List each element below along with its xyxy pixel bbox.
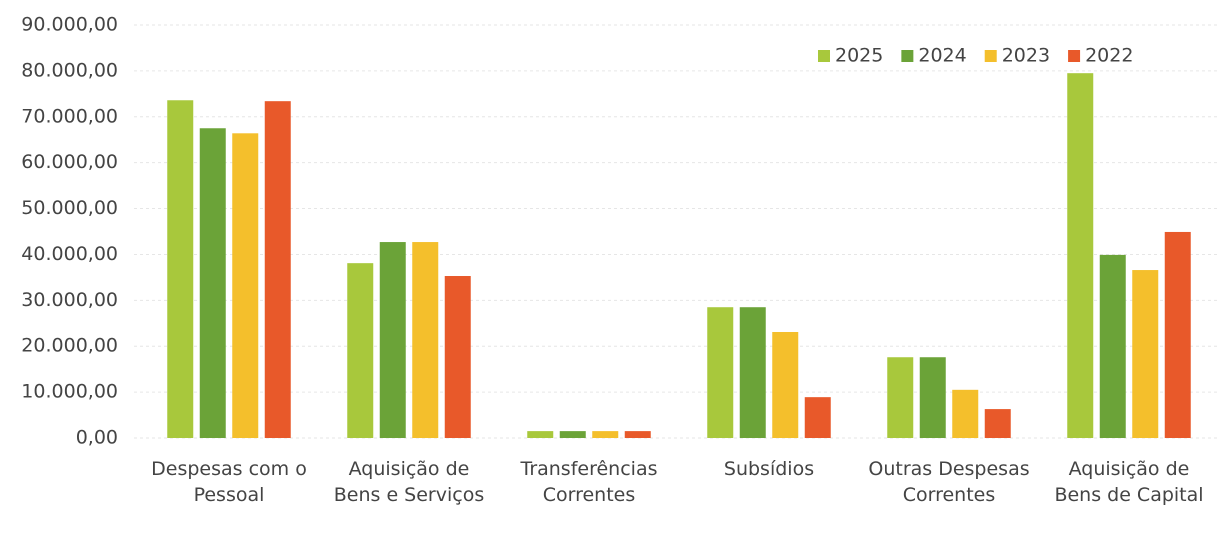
y-tick-label: 0,00 — [76, 427, 118, 449]
x-tick-label: Transferências Correntes — [520, 458, 658, 506]
y-tick-label: 30.000,00 — [21, 289, 118, 311]
bar — [1099, 254, 1126, 438]
bar — [772, 331, 799, 438]
legend-swatch — [818, 50, 830, 62]
bar — [1132, 270, 1159, 438]
bar — [952, 389, 979, 438]
bar — [919, 357, 946, 438]
y-tick-label: 70.000,00 — [21, 105, 118, 127]
legend-label: 2024 — [918, 45, 966, 67]
bar — [264, 101, 291, 439]
legend-swatch — [984, 50, 997, 62]
x-tick-label: Despesas com o Pessoal — [151, 458, 307, 506]
bar — [527, 431, 554, 438]
bar — [412, 242, 439, 438]
x-tick-label: Outras Despesas Correntes — [868, 458, 1030, 506]
legend-label: 2025 — [835, 45, 883, 67]
bar — [559, 431, 586, 438]
y-tick-label: 80.000,00 — [21, 59, 118, 81]
y-tick-label: 60.000,00 — [21, 151, 118, 173]
bar — [624, 431, 651, 438]
bar — [199, 128, 226, 438]
legend-label: 2022 — [1085, 45, 1133, 67]
x-tick-label: Aquisição de Bens e Serviços — [333, 458, 485, 506]
bar — [379, 242, 406, 438]
y-tick-label: 20.000,00 — [21, 335, 118, 357]
y-tick-label: 50.000,00 — [21, 197, 118, 219]
x-tick-label: Subsídios — [723, 458, 815, 480]
bar — [347, 263, 374, 438]
bar — [984, 409, 1011, 438]
y-tick-label: 40.000,00 — [21, 243, 118, 265]
y-tick-label: 90.000,00 — [21, 14, 118, 36]
bar — [592, 431, 619, 438]
bar — [707, 307, 734, 438]
bar — [1164, 231, 1191, 438]
bar — [739, 307, 766, 438]
bar — [887, 357, 914, 438]
legend-swatch — [1068, 50, 1081, 62]
y-tick-label: 10.000,00 — [21, 381, 118, 403]
bar — [804, 397, 831, 438]
bar — [444, 276, 471, 438]
legend-label: 2023 — [1002, 45, 1050, 67]
bar — [167, 100, 194, 438]
x-tick-label: Aquisição de Bens de Capital — [1054, 458, 1204, 506]
bar — [1067, 73, 1094, 438]
bar — [232, 133, 259, 438]
legend-swatch — [901, 50, 914, 62]
